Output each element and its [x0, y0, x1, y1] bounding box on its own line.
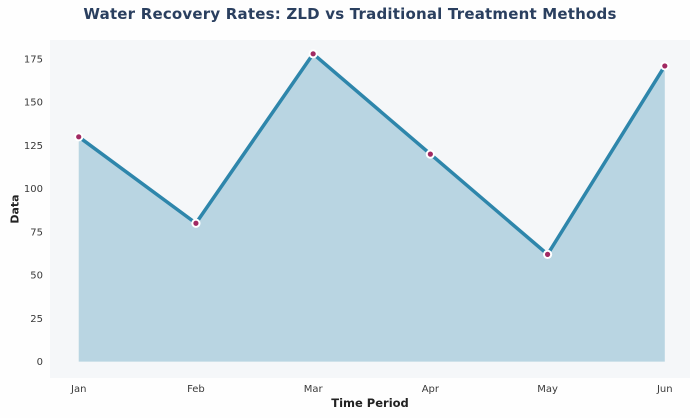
- x-tick-label: May: [537, 384, 558, 395]
- area-fill-layer: [78, 53, 665, 362]
- y-tick-label: 125: [24, 141, 43, 152]
- y-tick-label: 100: [24, 184, 43, 195]
- area-fill: [78, 53, 665, 362]
- x-tick-label: Apr: [422, 384, 440, 395]
- y-axis-tick-labels: 0 25 50 75 100 125 150 175: [24, 55, 43, 369]
- x-tick-label: Jan: [70, 384, 86, 395]
- y-axis-title: Data: [8, 194, 22, 224]
- data-point-marker: [425, 149, 435, 159]
- y-tick-label: 150: [24, 98, 43, 109]
- y-tick-label: 75: [30, 227, 43, 238]
- data-point-markers-layer: [74, 49, 670, 259]
- x-tick-label: Jun: [656, 384, 673, 395]
- trend-line: [76, 52, 667, 257]
- x-tick-label: Mar: [304, 384, 324, 395]
- y-tick-label: 25: [30, 314, 43, 325]
- y-tick-label: 0: [37, 357, 43, 368]
- x-axis-title: Time Period: [331, 396, 409, 410]
- data-point-marker: [660, 61, 670, 71]
- y-tick-label: 175: [24, 55, 43, 66]
- x-tick-label: Feb: [187, 384, 205, 395]
- x-axis-tick-labels: Jan Feb Mar Apr May Jun: [70, 384, 673, 395]
- data-point-marker: [542, 249, 553, 259]
- data-point-marker: [308, 49, 318, 59]
- y-tick-label: 50: [30, 271, 43, 282]
- data-point-marker: [191, 218, 201, 228]
- chart-title: Water Recovery Rates: ZLD vs Traditional…: [83, 5, 617, 23]
- trend-line-layer: [76, 52, 667, 257]
- data-point-marker: [74, 132, 84, 142]
